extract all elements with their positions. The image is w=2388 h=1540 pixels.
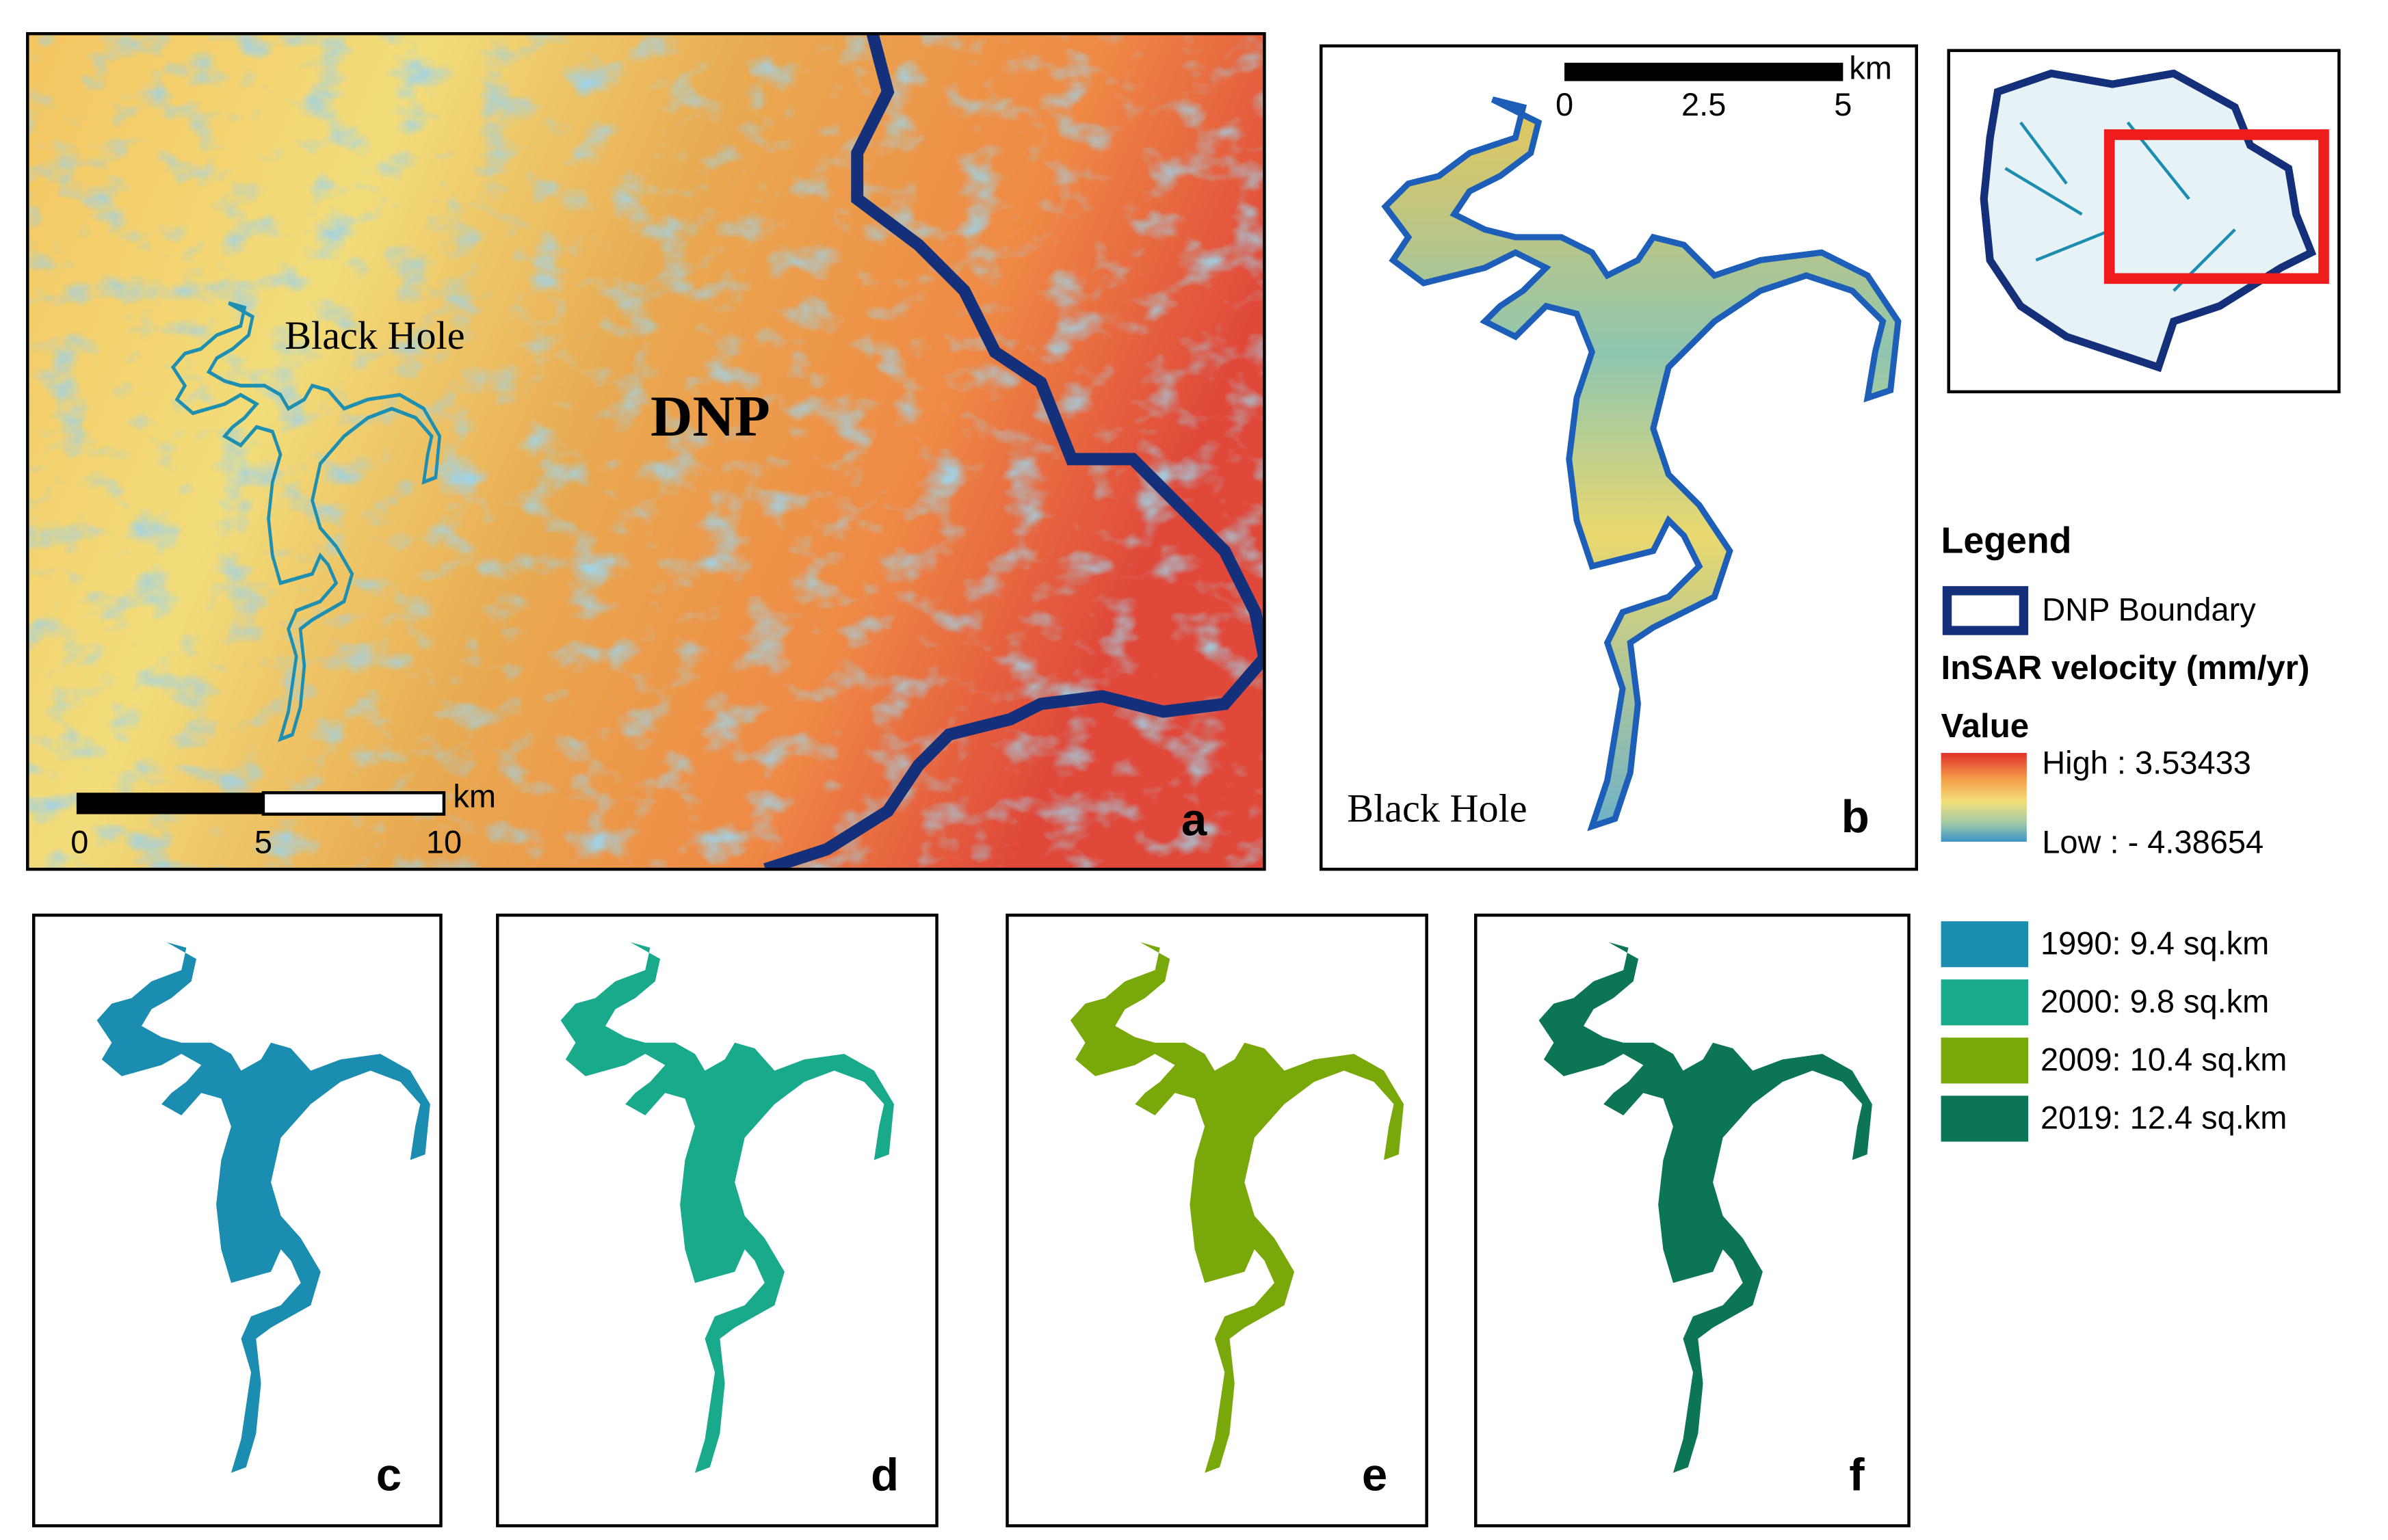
year-legend: 1990: 9.4 sq.km 2000: 9.8 sq.km 2009: 10.4… (1941, 921, 2287, 1142)
legend-heading: Value (1941, 707, 2030, 745)
scale-tick: 0 (70, 824, 88, 860)
panel-frame (26, 31, 1266, 871)
legend-entry: High : 3.53433 (2042, 744, 2251, 780)
lake-extent (1538, 942, 1872, 1473)
scale-tick: 0 (1556, 86, 1573, 122)
lake-extent (1070, 942, 1404, 1473)
panel-frame (1947, 49, 2341, 394)
lake-extent (96, 942, 430, 1473)
panel-frame (1006, 914, 1428, 1528)
park-label: DNP (651, 384, 770, 449)
scale-bar (76, 793, 263, 814)
panel-letter: a (1181, 795, 1207, 846)
scale-tick: 5 (1834, 86, 1852, 122)
panel-letter: f (1849, 1450, 1865, 1501)
legend-heading: InSAR velocity (mm/yr) (1941, 649, 2310, 687)
panel-frame (496, 914, 939, 1528)
legend-entry: Low : - 4.38654 (2042, 824, 2264, 860)
panel-letter: b (1841, 791, 1869, 842)
legend-entry: 1990: 9.4 sq.km (2041, 925, 2269, 961)
legend-title: Legend (1941, 520, 2072, 561)
legend: Legend DNP Boundary InSAR velocity (mm/y… (1941, 520, 2310, 1142)
legend-entry: 2000: 9.8 sq.km (2041, 983, 2269, 1019)
panel-frame (31, 914, 443, 1528)
extent-panels: c d e f (31, 914, 1911, 1528)
place-label: Black Hole (285, 313, 464, 358)
boundary-swatch (1942, 586, 2029, 635)
scale-tick: 2.5 (1681, 86, 1726, 122)
velocity-texture (27, 34, 1265, 870)
legend-entry: 2019: 12.4 sq.km (2041, 1100, 2287, 1136)
dnp-boundary (763, 34, 1265, 870)
panel-b: km 0 2.5 5 Black Hole b (1320, 44, 1918, 871)
scale-tick: 5 (254, 824, 272, 860)
panel-letter: c (376, 1450, 402, 1501)
color-ramp (1941, 753, 2027, 842)
legend-swatch (1941, 1096, 2029, 1142)
legend-swatch (1941, 1037, 2029, 1084)
legend-entry: 2009: 10.4 sq.km (2041, 1041, 2287, 1078)
legend-entry: DNP Boundary (2042, 592, 2256, 628)
panel-frame (1474, 914, 1911, 1528)
scale-unit: km (453, 778, 496, 814)
lake-extent (560, 942, 894, 1473)
panel-frame (1320, 44, 1918, 871)
legend-swatch (1941, 921, 2029, 968)
place-label: Black Hole (1347, 786, 1527, 831)
inset-map (1947, 49, 2341, 394)
scale-tick: 10 (426, 824, 462, 860)
panel-letter: d (871, 1450, 899, 1501)
panel-a: Black Hole DNP km 0 5 10 a (26, 31, 1266, 871)
scale-bar (261, 791, 446, 816)
drainage (2004, 121, 2236, 292)
dnp-outline (1980, 69, 2317, 373)
black-hole-velocity (1385, 99, 1898, 826)
scale-bar (1564, 62, 1844, 81)
extent-box (2103, 129, 2329, 284)
legend-swatch (1941, 979, 2029, 1026)
scale-unit: km (1849, 49, 1892, 85)
panel-letter: e (1362, 1450, 1387, 1501)
